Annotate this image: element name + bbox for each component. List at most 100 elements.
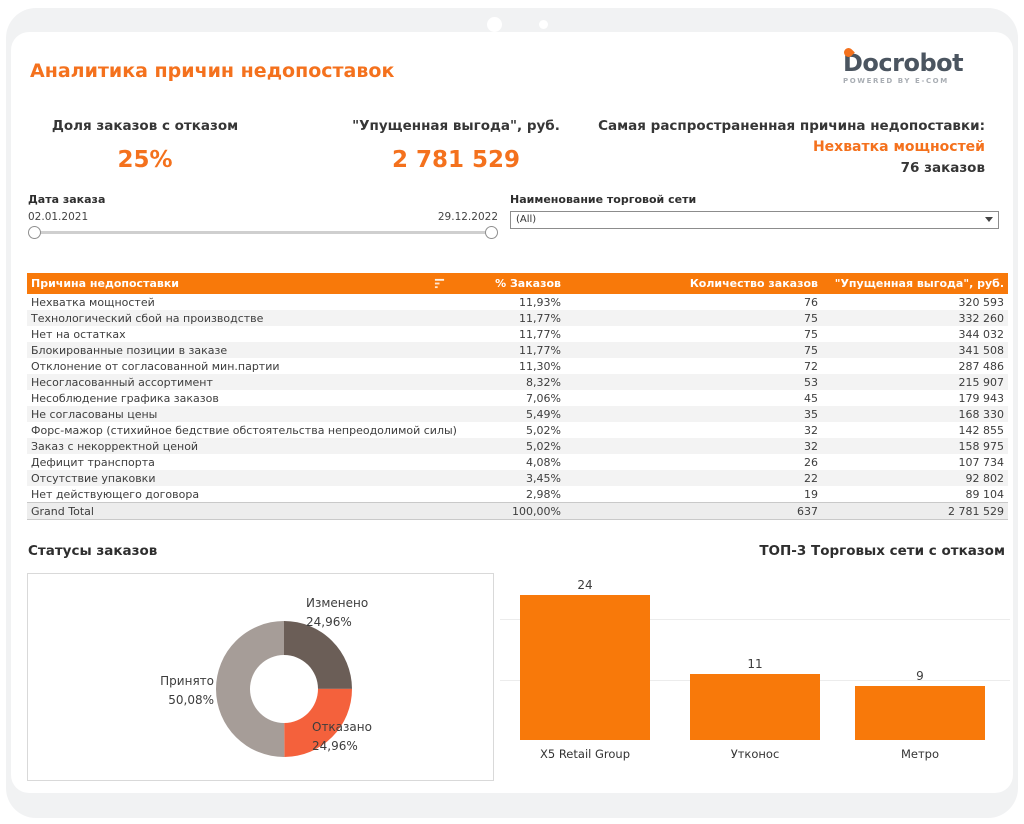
table-row[interactable]: Блокированные позиции в заказе 11,77% 75 34…: [27, 342, 1008, 358]
table-header-row: Причина недопоставки % Заказов Количеств…: [27, 273, 1008, 294]
kpi-refused-share: Доля заказов с отказом 25%: [37, 118, 253, 173]
donut-label-accepted: Принято 50,08%: [160, 674, 214, 707]
table-row[interactable]: Форс-мажор (стихийное бедствие обстоятел…: [27, 422, 1008, 438]
value-cell: 89 104: [965, 487, 1005, 501]
column-header-percent[interactable]: % Заказов: [467, 273, 565, 294]
value-cell: 26: [804, 455, 818, 469]
kpi-lost-profit: "Упущенная выгода", руб. 2 781 529: [311, 118, 601, 173]
reason-cell: Несогласованный ассортимент: [31, 375, 213, 389]
value-cell: 75: [804, 343, 818, 357]
table-row[interactable]: Нехватка мощностей 11,93% 76 320 593: [27, 294, 1008, 310]
camera-dot-small: [539, 20, 548, 29]
column-header-reason[interactable]: Причина недопоставки: [27, 273, 467, 294]
table-row[interactable]: Дефицит транспорта 4,08% 26 107 734: [27, 454, 1008, 470]
reason-cell: Нет на остатках: [31, 327, 126, 341]
page-title: Аналитика причин недопоставок: [30, 60, 395, 82]
column-header-lost-profit[interactable]: "Упущенная выгода", руб.: [822, 273, 1008, 294]
value-cell: 22: [804, 471, 818, 485]
bar-X5 Retail Group[interactable]: [520, 595, 650, 740]
value-cell: 287 486: [958, 359, 1005, 373]
network-select-value: (All): [516, 214, 537, 225]
bar-category-label: X5 Retail Group: [539, 747, 630, 761]
logo-tagline: POWERED BY E-COM: [843, 77, 949, 85]
donut-slice[interactable]: [216, 621, 285, 757]
statuses-section-title: Статусы заказов: [28, 543, 158, 559]
table-row[interactable]: Несоблюдение графика заказов 7,06% 45 179 9…: [27, 390, 1008, 406]
table-row[interactable]: Заказ с некорректной ценой 5,02% 32 158 975: [27, 438, 1008, 454]
table-row[interactable]: Нет действующего договора 2,98% 19 89 104: [27, 486, 1008, 503]
reason-cell: Технологический сбой на производстве: [31, 311, 264, 325]
bar-plot: 24 X5 Retail Group 11 Утконос 9 Метро: [500, 573, 1010, 781]
value-cell: 35: [804, 407, 818, 421]
donut-svg: [216, 621, 352, 757]
bar-value-label: 9: [916, 669, 924, 683]
grand-total-profit: 2 781 529: [948, 504, 1004, 518]
reason-cell: Форс-мажор (стихийное бедствие обстоятел…: [31, 423, 457, 437]
value-cell: 11,77%: [519, 327, 561, 341]
date-filter-label: Дата заказа: [28, 193, 106, 206]
table-row[interactable]: Несогласованный ассортимент 8,32% 53 215 90…: [27, 374, 1008, 390]
donut-slice[interactable]: [284, 688, 352, 757]
table-row[interactable]: Отклонение от согласованной мин.партии 11…: [27, 358, 1008, 374]
value-cell: 179 943: [958, 391, 1005, 405]
date-range-slider[interactable]: [28, 226, 498, 240]
value-cell: 332 260: [958, 311, 1005, 325]
slider-handle-end[interactable]: [485, 226, 498, 239]
bar-category-label: Утконос: [730, 747, 780, 761]
kpi-label: Доля заказов с отказом: [51, 118, 239, 134]
bar-Метро[interactable]: [855, 686, 985, 740]
grand-total-count: 637: [797, 504, 818, 518]
grand-total-label: Grand Total: [31, 504, 94, 518]
reason-cell: Не согласованы цены: [31, 407, 158, 421]
reason-cell: Нехватка мощностей: [31, 295, 155, 309]
donut-label-rejected: Отказано 24,96%: [312, 720, 372, 753]
bar-category-label: Метро: [900, 747, 940, 761]
value-cell: 19: [804, 487, 818, 501]
reason-cell: Заказ с некорректной ценой: [31, 439, 199, 453]
value-cell: 5,49%: [526, 407, 561, 421]
donut-slice[interactable]: [284, 621, 352, 689]
filter-icon[interactable]: [434, 278, 445, 289]
reasons-table-body: Нехватка мощностей 11,93% 76 320 593 Техноло…: [27, 294, 1008, 503]
value-cell: 75: [804, 327, 818, 341]
top3-section-title: ТОП-3 Торговых сети с отказом: [759, 543, 1005, 559]
value-cell: 72: [804, 359, 818, 373]
network-select[interactable]: (All): [510, 211, 999, 229]
value-cell: 168 330: [958, 407, 1005, 421]
gridline: [500, 619, 1010, 621]
value-cell: 11,77%: [519, 311, 561, 325]
reason-cell: Отклонение от согласованной мин.партии: [31, 359, 280, 373]
kpi-top-reason: Самая распространенная причина недопоста…: [565, 118, 985, 176]
value-cell: 341 508: [958, 343, 1005, 357]
dashboard-screen: Аналитика причин недопоставок Docrobot P…: [11, 32, 1013, 793]
reason-cell: Отсутствие упаковки: [31, 471, 156, 485]
chevron-down-icon[interactable]: [985, 217, 993, 222]
column-header-count[interactable]: Количество заказов: [565, 273, 822, 294]
table-row[interactable]: Не согласованы цены 5,49% 35 168 330: [27, 406, 1008, 422]
table-row[interactable]: Технологический сбой на производстве 11,7…: [27, 310, 1008, 326]
value-cell: 11,77%: [519, 343, 561, 357]
camera-dot-large: [487, 17, 502, 32]
reason-cell: Несоблюдение графика заказов: [31, 391, 219, 405]
slider-track[interactable]: [33, 231, 493, 234]
reason-cell: Дефицит транспорта: [31, 455, 155, 469]
value-cell: 2,98%: [526, 487, 561, 501]
value-cell: 142 855: [958, 423, 1005, 437]
reasons-table: Причина недопоставки % Заказов Количеств…: [27, 273, 1008, 520]
reason-cell: Нет действующего договора: [31, 487, 200, 501]
table-row[interactable]: Отсутствие упаковки 3,45% 22 92 802: [27, 470, 1008, 486]
value-cell: 32: [804, 423, 818, 437]
date-start: 02.01.2021: [28, 211, 89, 223]
grand-total-percent: 100,00%: [512, 504, 561, 518]
value-cell: 11,30%: [519, 359, 561, 373]
order-statuses-chart: Изменено 24,96% Принято 50,08% Отказано …: [27, 573, 494, 781]
kpi-label: Самая распространенная причина недопоста…: [598, 118, 985, 134]
value-cell: 4,08%: [526, 455, 561, 469]
value-cell: 3,45%: [526, 471, 561, 485]
value-cell: 5,02%: [526, 439, 561, 453]
value-cell: 107 734: [958, 455, 1005, 469]
table-row[interactable]: Нет на остатках 11,77% 75 344 032: [27, 326, 1008, 342]
bar-Утконос[interactable]: [690, 674, 820, 740]
retail-network-filter: Наименование торговой сети (All): [510, 193, 999, 229]
slider-handle-start[interactable]: [28, 226, 41, 239]
